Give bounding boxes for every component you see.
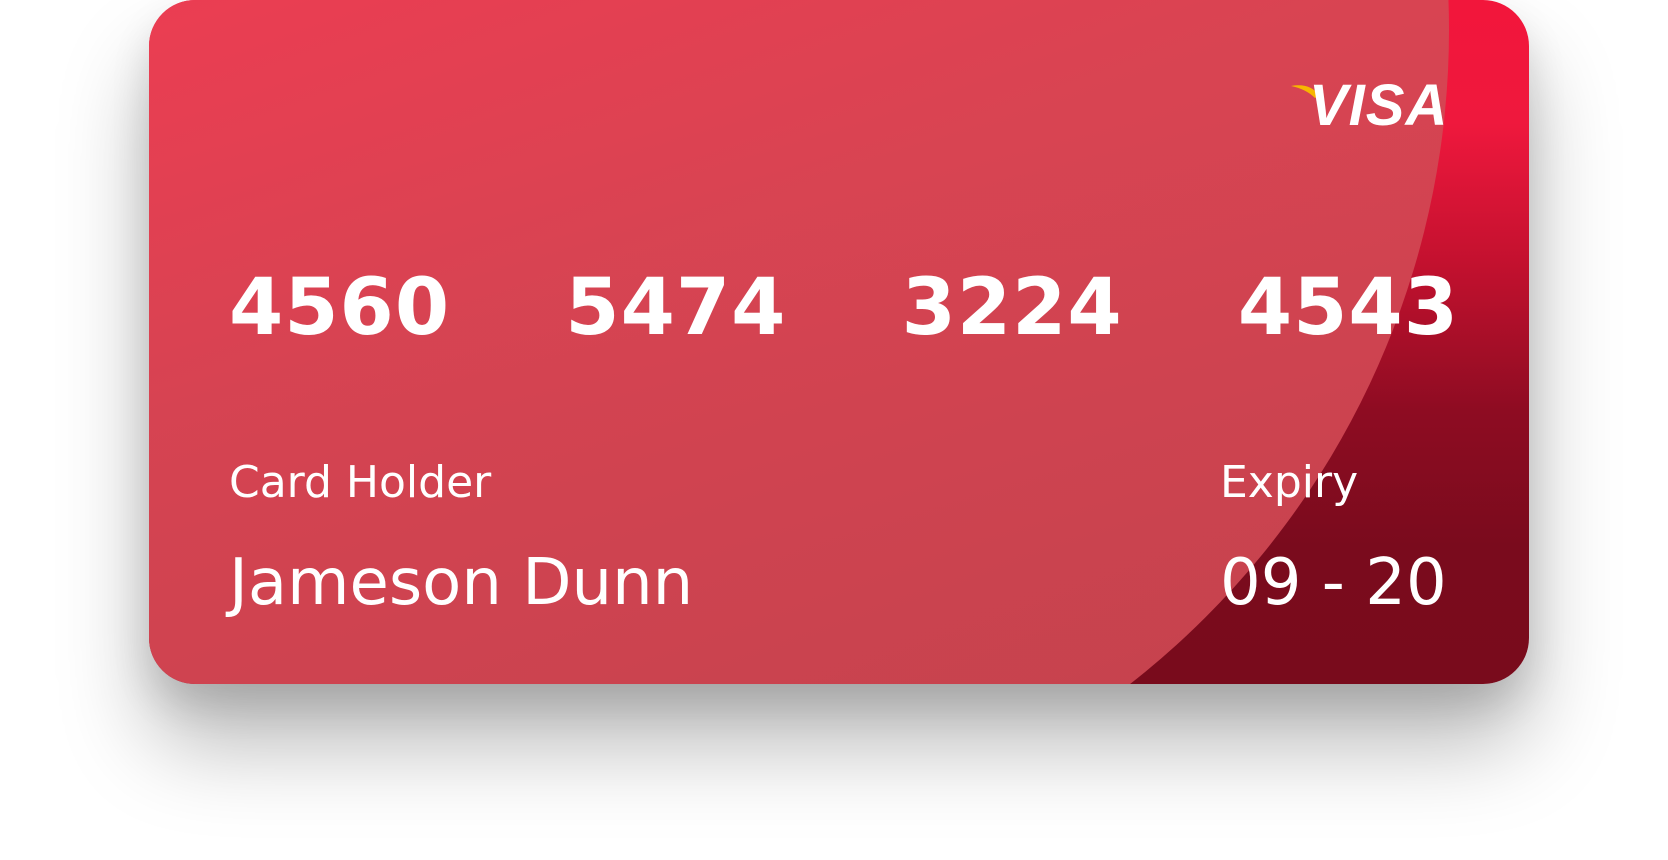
card-number-group-2: 5474 [565,263,787,353]
card-holder-label: Card Holder [229,457,492,508]
expiry-value: 09 - 20 [1220,546,1447,620]
card-number: 4560 5474 3224 4543 [229,263,1459,353]
expiry-label: Expiry [1220,457,1359,508]
visa-logo-icon: VISA [1309,73,1449,138]
visa-swoosh-icon [1291,85,1319,98]
credit-card[interactable]: VISA 4560 5474 3224 4543 Card Holder Jam… [149,0,1529,684]
card-number-group-4: 4543 [1237,263,1459,353]
card-holder-name: Jameson Dunn [229,546,694,620]
card-number-group-3: 3224 [901,263,1123,353]
card-number-group-1: 4560 [229,263,451,353]
card-decorative-circle [149,0,1449,684]
